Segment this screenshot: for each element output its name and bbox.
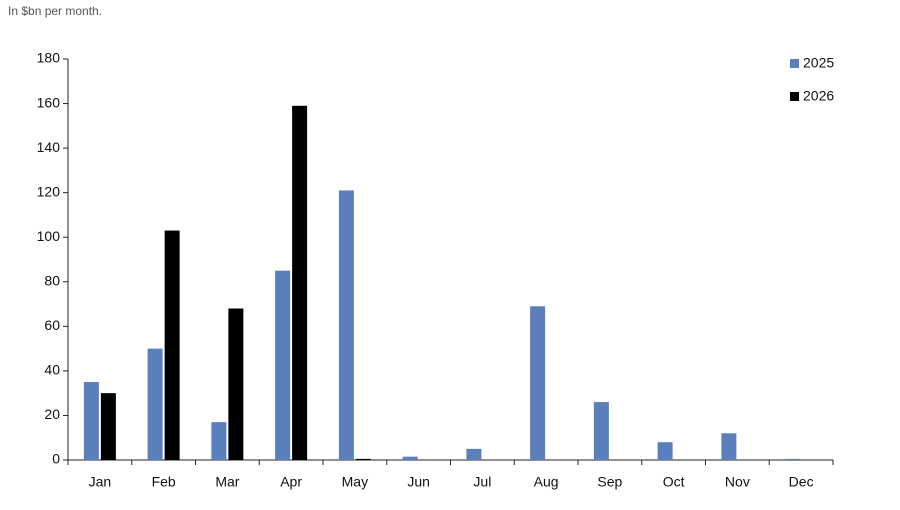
bar xyxy=(466,448,482,460)
bar xyxy=(147,348,163,460)
bar xyxy=(657,442,673,460)
legend-swatch xyxy=(790,59,799,68)
x-tick-label: May xyxy=(342,474,368,490)
x-tick-label: Mar xyxy=(215,474,239,490)
y-tick-label: 80 xyxy=(44,272,60,288)
x-tick-label: Aug xyxy=(534,474,559,490)
y-tick-label: 120 xyxy=(37,183,61,199)
x-tick-label: Jun xyxy=(407,474,430,490)
bar xyxy=(83,382,99,460)
y-tick-label: 40 xyxy=(44,362,60,378)
y-tick-label: 60 xyxy=(44,317,60,333)
x-tick-label: Apr xyxy=(280,474,302,490)
x-tick-label: Jan xyxy=(89,474,112,490)
bar xyxy=(275,270,291,460)
x-tick-label: Oct xyxy=(663,474,685,490)
x-tick-label: Nov xyxy=(725,474,750,490)
bar xyxy=(785,458,801,460)
bar xyxy=(355,458,371,460)
bar xyxy=(228,308,244,460)
bar xyxy=(593,402,609,460)
y-tick-label: 160 xyxy=(37,94,61,110)
bar xyxy=(338,190,354,460)
bar xyxy=(721,433,737,460)
bar xyxy=(402,456,418,460)
y-tick-label: 140 xyxy=(37,139,61,155)
legend-swatch xyxy=(790,92,799,101)
legend-label: 2026 xyxy=(803,88,834,104)
x-tick-label: Jul xyxy=(473,474,491,490)
legend-label: 2025 xyxy=(803,55,834,71)
y-tick-label: 20 xyxy=(44,406,60,422)
bar xyxy=(292,105,308,461)
y-tick-label: 0 xyxy=(52,451,60,467)
y-tick-label: 100 xyxy=(37,228,61,244)
x-tick-label: Feb xyxy=(152,474,176,490)
x-tick-label: Dec xyxy=(789,474,814,490)
y-tick-label: 180 xyxy=(37,50,61,66)
bar xyxy=(530,306,546,460)
bar xyxy=(211,422,227,460)
bar xyxy=(100,393,116,460)
chart-subtitle: In $bn per month. xyxy=(8,4,102,18)
x-tick-label: Sep xyxy=(597,474,622,490)
bar xyxy=(164,230,180,460)
